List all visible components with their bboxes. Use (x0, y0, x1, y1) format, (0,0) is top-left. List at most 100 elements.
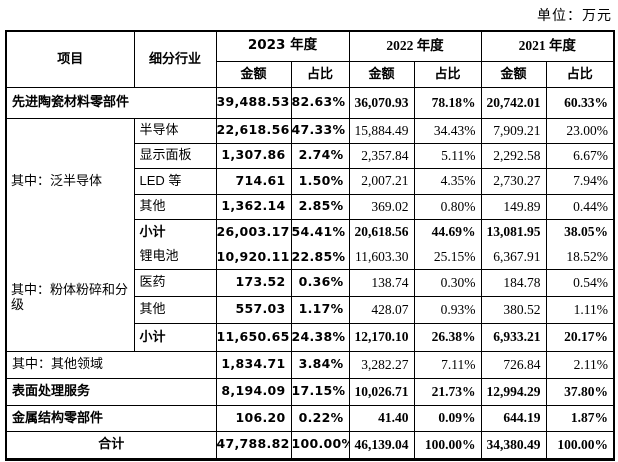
ratio-2022: 78.18% (413, 86, 482, 119)
group-label-pan-semiconductor: 其中：泛半导体 (5, 117, 135, 245)
amount-2022: 12,170.10 (348, 322, 415, 352)
table-row-ceramic-parts: 先进陶瓷材料零部件 39,488.53 82.63% 36,070.93 78.… (5, 86, 615, 119)
revenue-breakdown-table: 项目 细分行业 2023 年度 2022 年度 2021 年度 金额 占比 金额… (5, 30, 615, 461)
amount-2021: 149.89 (480, 193, 547, 220)
ratio-2023: 17.15% (290, 377, 350, 406)
ratio-2021: 38.05% (545, 218, 615, 245)
amount-2021: 2,292.58 (480, 142, 547, 169)
amount-2023: 22,618.56 (215, 117, 292, 144)
amount-2022: 3,282.27 (348, 350, 415, 379)
ratio-2023: 2.85% (290, 193, 350, 220)
ratio-2023: 47.33% (290, 117, 350, 144)
header-ratio-2023: 占比 (290, 60, 350, 88)
ratio-2022: 0.93% (413, 295, 482, 324)
ratio-2021: 1.87% (545, 404, 615, 432)
amount-2022: 2,357.84 (348, 142, 415, 169)
ratio-2022: 34.43% (413, 117, 482, 144)
table-row-other-fields: 其中：其他领域 1,834.71 3.84% 3,282.27 7.11% 72… (5, 350, 615, 379)
amount-2022: 46,139.04 (348, 430, 415, 460)
row-label: 表面处理服务 (5, 377, 217, 406)
row-label: 金属结构零部件 (5, 404, 217, 432)
amount-2021: 7,909.21 (480, 117, 547, 144)
amount-2023: 1,362.14 (215, 193, 292, 220)
ratio-2022: 0.80% (413, 193, 482, 220)
table-row-display-panel: 显示面板 1,307.86 2.74% 2,357.84 5.11% 2,292… (6, 142, 615, 169)
table-row-total: 合计 47,788.82 100.00% 46,139.04 100.00% 3… (5, 430, 615, 460)
ratio-2022: 26.38% (413, 322, 482, 352)
sub-industry-label: 医药 (133, 268, 217, 297)
table-row-led: LED 等 714.61 1.50% 2,007.21 4.35% 2,730.… (6, 167, 615, 195)
ratio-2023: 54.41% (290, 218, 350, 245)
ratio-2023: 1.17% (290, 295, 350, 324)
ratio-2021: 6.67% (545, 142, 615, 169)
amount-2023: 11,650.65 (215, 322, 292, 352)
amount-2021: 2,730.27 (480, 167, 547, 195)
amount-2022: 20,618.56 (348, 218, 415, 245)
amount-2022: 369.02 (348, 193, 415, 220)
table-row-other-powder: 其他 557.03 1.17% 428.07 0.93% 380.52 1.11… (6, 295, 615, 324)
amount-2023: 8,194.09 (215, 377, 292, 406)
ratio-2023: 0.36% (290, 268, 350, 297)
ratio-2023: 24.38% (290, 322, 350, 352)
amount-2022: 41.40 (348, 404, 415, 432)
amount-2021: 6,933.21 (480, 322, 547, 352)
amount-2022: 10,026.71 (348, 377, 415, 406)
amount-2021: 726.84 (480, 350, 547, 379)
amount-2023: 1,834.71 (215, 350, 292, 379)
amount-2021: 184.78 (480, 268, 547, 297)
ratio-2023: 2.74% (290, 142, 350, 169)
ratio-2023: 0.22% (290, 404, 350, 432)
ratio-2022: 100.00% (413, 430, 482, 460)
header-item: 项目 (5, 30, 135, 88)
ratio-2023: 1.50% (290, 167, 350, 195)
header-amount-2021: 金额 (480, 60, 547, 88)
ratio-2022: 0.30% (413, 268, 482, 297)
table-row-surface-treatment: 表面处理服务 8,194.09 17.15% 10,026.71 21.73% … (5, 377, 615, 406)
table-row-semiconductor: 其中：泛半导体 半导体 22,618.56 47.33% 15,884.49 3… (5, 117, 615, 245)
header-amount-2023: 金额 (215, 60, 292, 88)
amount-2021: 12,994.29 (480, 377, 547, 406)
sub-industry-label: 其他 (133, 193, 217, 220)
table-row-subtotal-semi: 小计 26,003.17 54.41% 20,618.56 44.69% 13,… (6, 218, 615, 245)
header-sub-industry: 细分行业 (133, 30, 217, 88)
ratio-2022: 4.35% (413, 167, 482, 195)
ratio-2021: 60.33% (545, 86, 615, 119)
ratio-2022: 44.69% (413, 218, 482, 245)
ratio-2023: 3.84% (290, 350, 350, 379)
ratio-2022: 7.11% (413, 350, 482, 379)
ratio-2021: 0.44% (545, 193, 615, 220)
header-year-2022: 2022 年度 (348, 30, 482, 62)
table-row-metal-parts: 金属结构零部件 106.20 0.22% 41.40 0.09% 644.19 … (5, 404, 615, 432)
header-year-2023: 2023 年度 (215, 30, 350, 62)
ratio-2021: 37.80% (545, 377, 615, 406)
row-label: 先进陶瓷材料零部件 (5, 86, 217, 119)
amount-2023: 173.52 (215, 268, 292, 297)
amount-2021: 20,742.01 (480, 86, 547, 119)
table-row-other-semi: 其他 1,362.14 2.85% 369.02 0.80% 149.89 0.… (6, 193, 615, 220)
ratio-2022: 0.09% (413, 404, 482, 432)
ratio-2022: 5.11% (413, 142, 482, 169)
ratio-2021: 0.54% (545, 268, 615, 297)
sub-industry-label: 小计 (133, 218, 217, 245)
sub-industry-label: 其他 (133, 295, 217, 324)
sub-industry-label: 锂电池 (133, 244, 217, 270)
ratio-2021: 23.00% (545, 117, 615, 144)
row-label: 其中：其他领域 (5, 350, 217, 379)
amount-2023: 557.03 (215, 295, 292, 324)
ratio-2022: 21.73% (413, 377, 482, 406)
ratio-2021: 2.11% (545, 350, 615, 379)
ratio-2023: 22.85% (290, 244, 350, 270)
amount-2023: 47,788.82 (215, 430, 292, 460)
amount-2021: 380.52 (480, 295, 547, 324)
amount-2021: 6,367.91 (480, 244, 547, 270)
sub-industry-label: 显示面板 (133, 142, 217, 169)
amount-2022: 428.07 (348, 295, 415, 324)
amount-2021: 34,380.49 (480, 430, 547, 460)
amount-2021: 13,081.95 (480, 218, 547, 245)
header-row-measures: 金额 占比 金额 占比 金额 占比 (6, 60, 615, 88)
ratio-2021: 18.52% (545, 244, 615, 270)
amount-2023: 10,920.11 (215, 244, 292, 270)
amount-2023: 714.61 (215, 167, 292, 195)
amount-2022: 138.74 (348, 268, 415, 297)
